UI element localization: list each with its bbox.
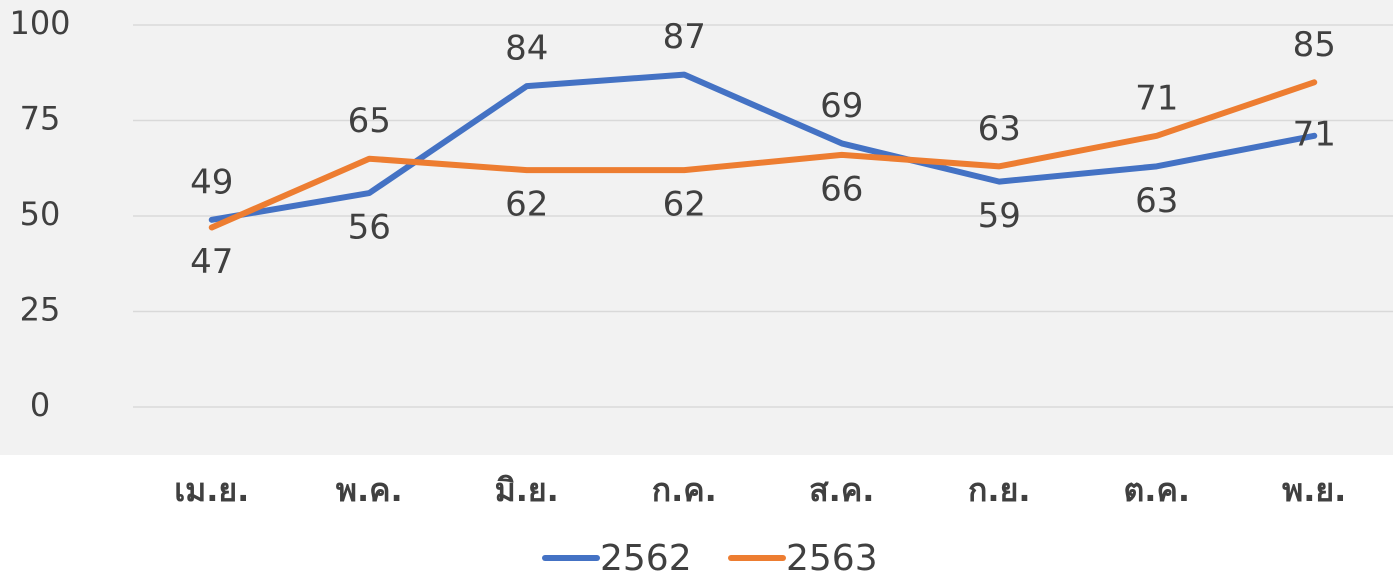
legend-label: 2562 <box>600 538 692 579</box>
x-tick-label: ก.ค. <box>652 471 717 509</box>
x-tick-label: มิ.ย. <box>495 471 559 509</box>
y-tick-label: 25 <box>20 291 61 329</box>
data-label: 56 <box>348 208 391 248</box>
x-tick-label: ส.ค. <box>809 471 874 509</box>
series-line <box>208 79 1318 231</box>
data-label: 85 <box>1293 25 1336 65</box>
data-label: 62 <box>505 185 548 225</box>
data-label: 71 <box>1135 78 1178 118</box>
data-label: 47 <box>190 242 233 282</box>
legend-label: 2563 <box>786 538 878 579</box>
x-tick-label: ก.ย. <box>968 471 1030 509</box>
x-tick-label: พ.ย. <box>1282 471 1346 509</box>
data-label: 71 <box>1293 114 1336 154</box>
x-tick-label: พ.ค. <box>336 471 403 509</box>
plot-background <box>0 0 1393 455</box>
data-label: 84 <box>505 29 548 69</box>
data-label: 66 <box>820 169 863 209</box>
y-tick-label: 0 <box>30 386 50 424</box>
data-label: 69 <box>820 86 863 126</box>
data-label: 87 <box>663 17 706 57</box>
data-label: 63 <box>978 109 1021 149</box>
y-tick-label: 100 <box>9 4 70 42</box>
series-line <box>208 71 1318 223</box>
y-tick-label: 75 <box>20 100 61 138</box>
data-label: 62 <box>663 185 706 225</box>
data-label: 65 <box>348 101 391 141</box>
x-tick-label: เม.ย. <box>174 471 249 509</box>
data-label: 49 <box>190 162 233 202</box>
data-label: 59 <box>978 196 1021 236</box>
y-tick-label: 50 <box>20 195 61 233</box>
x-tick-label: ต.ค. <box>1124 471 1191 509</box>
data-label: 63 <box>1135 181 1178 221</box>
